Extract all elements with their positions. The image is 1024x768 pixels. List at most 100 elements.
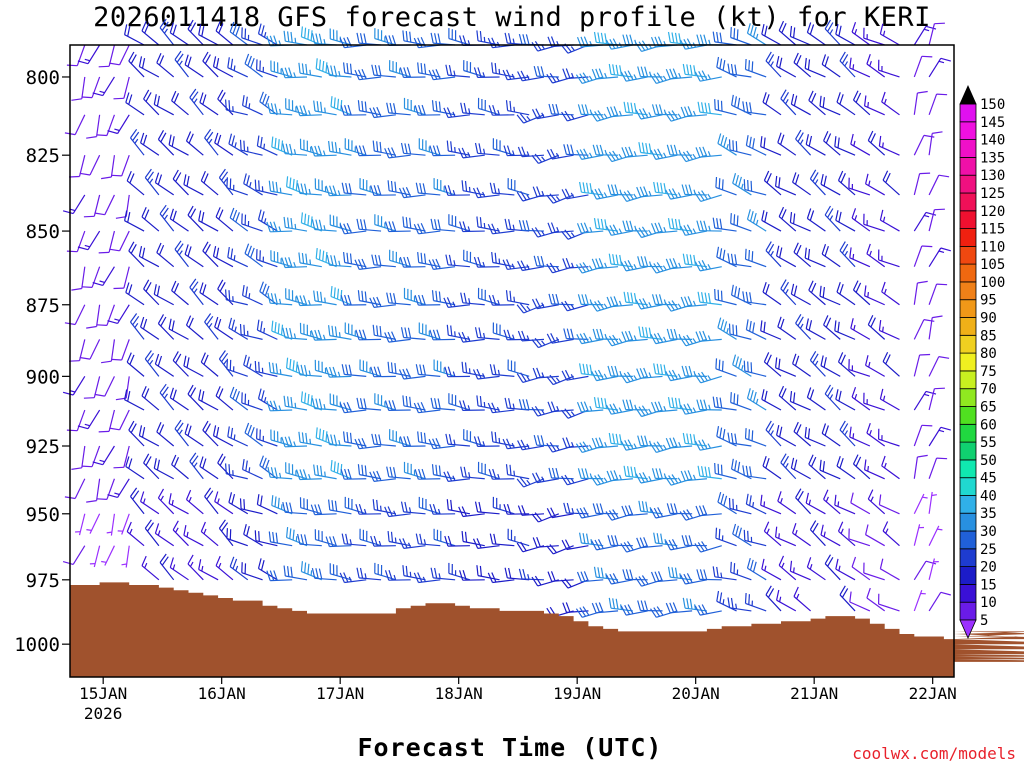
wind-barb	[398, 186, 426, 199]
wind-barb	[866, 54, 886, 78]
y-tick-label: 950	[26, 504, 60, 526]
wind-barb	[516, 477, 545, 488]
wind-barb	[804, 426, 826, 447]
wind-barb	[267, 292, 293, 306]
wind-barb	[579, 532, 604, 547]
wind-barb	[298, 431, 322, 447]
wind-barb	[94, 194, 115, 216]
wind-barb	[834, 320, 856, 340]
wind-barb	[202, 241, 219, 268]
wind-barb	[680, 296, 707, 308]
wind-barb	[86, 114, 101, 139]
wind-barb	[623, 291, 648, 306]
colorbar-label: 20	[980, 560, 997, 576]
wind-barb	[608, 597, 633, 612]
wind-barb	[326, 65, 352, 78]
wind-barb	[667, 31, 693, 46]
wind-barb	[808, 90, 826, 116]
wind-barb	[913, 25, 937, 46]
wind-barb	[746, 23, 767, 46]
wind-barb	[300, 391, 323, 411]
wind-barb	[780, 453, 797, 480]
wind-barb	[650, 507, 678, 519]
wind-barb	[488, 105, 515, 116]
wind-barb	[605, 573, 633, 585]
wind-barb	[266, 570, 293, 582]
wind-barb	[174, 419, 189, 447]
wind-barb	[793, 586, 812, 612]
site-credit: coolwx.com/models	[852, 744, 1016, 763]
wind-barb	[823, 130, 841, 156]
wind-barb	[218, 350, 234, 377]
wind-barb	[414, 468, 441, 480]
wind-barb	[715, 358, 737, 377]
wind-barb	[418, 322, 441, 340]
wind-barb	[172, 520, 189, 547]
wind-barb	[417, 431, 441, 447]
wind-barb	[928, 491, 937, 514]
wind-barb	[109, 44, 130, 66]
wind-barb	[199, 92, 219, 116]
wind-barb	[141, 386, 160, 411]
wind-barb	[665, 539, 693, 551]
wind-barb	[300, 212, 323, 232]
wind-barb	[882, 170, 900, 196]
wind-barb	[780, 279, 797, 306]
wind-barb	[533, 255, 559, 268]
colorbar-label: 110	[980, 239, 1005, 255]
wind-barb	[547, 571, 574, 582]
wind-barb	[913, 319, 935, 340]
wind-barb	[488, 468, 515, 480]
wind-barb	[790, 93, 811, 116]
wind-barb	[836, 456, 856, 480]
wind-barb	[608, 253, 633, 268]
wind-barb	[227, 57, 249, 78]
wind-barb	[665, 437, 693, 449]
wind-barb	[636, 537, 663, 549]
wind-barb	[96, 304, 116, 326]
wind-barb	[608, 63, 633, 78]
wind-barb	[413, 572, 441, 584]
wind-barb	[850, 492, 871, 515]
wind-barb	[507, 178, 530, 196]
wind-barb	[198, 389, 219, 411]
wind-barb	[159, 383, 175, 411]
wind-barb	[414, 294, 441, 306]
wind-barb	[144, 519, 160, 547]
wind-barb	[561, 110, 589, 122]
wind-barb	[242, 285, 263, 306]
wind-barb	[415, 533, 441, 547]
wind-barb	[459, 400, 485, 411]
wind-barb	[562, 68, 589, 80]
wind-barb	[793, 421, 812, 447]
wind-barb	[913, 390, 937, 411]
wind-barb	[400, 327, 426, 340]
wind-barb	[399, 67, 426, 78]
colorbar-label: 105	[980, 257, 1005, 273]
wind-barb	[777, 132, 797, 156]
wind-barb	[579, 181, 604, 196]
wind-barb	[354, 68, 382, 81]
wind-barb	[792, 523, 811, 547]
wind-barb	[732, 523, 752, 547]
wind-barb	[476, 565, 500, 581]
wind-barb	[848, 177, 871, 196]
colorbar-swatch	[959, 494, 977, 514]
colorbar-label: 15	[980, 577, 997, 593]
wind-barb	[474, 327, 500, 340]
wind-barb	[517, 439, 545, 451]
wind-barb	[745, 493, 767, 515]
wind-barb	[125, 92, 145, 116]
wind-barb	[198, 559, 219, 581]
wind-barb	[913, 280, 928, 305]
wind-barb	[789, 25, 811, 46]
wind-barb	[204, 487, 219, 515]
wind-barb	[546, 544, 574, 555]
wind-barb	[282, 143, 308, 156]
wind-barb	[218, 519, 234, 547]
wind-barb	[561, 539, 589, 551]
wind-barb	[154, 172, 175, 196]
wind-barb	[295, 295, 322, 307]
wind-barb	[562, 437, 589, 449]
wind-barb	[71, 445, 86, 470]
